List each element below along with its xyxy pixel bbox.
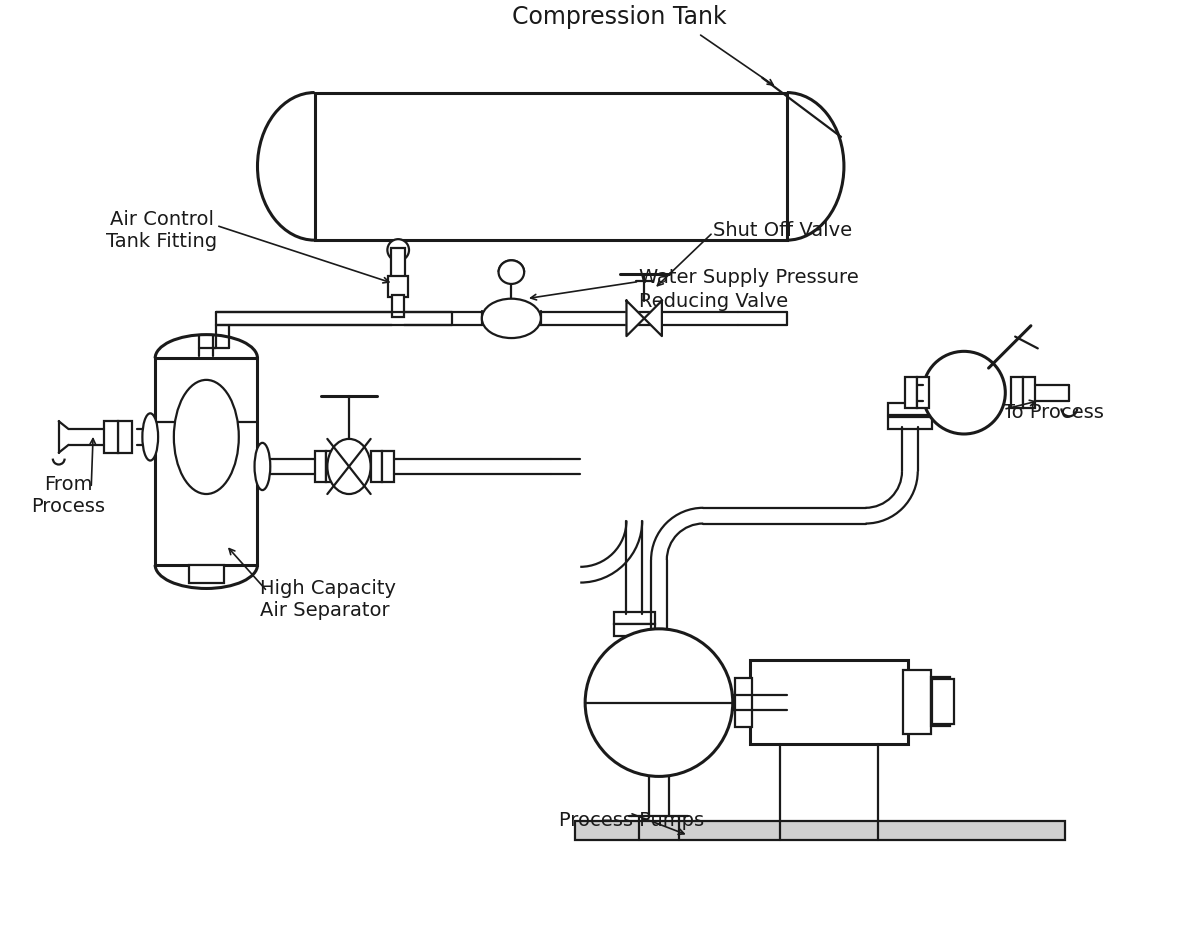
Ellipse shape — [327, 439, 371, 494]
Ellipse shape — [143, 413, 158, 461]
Bar — [155, 358, 258, 565]
Bar — [782, 687, 794, 718]
Polygon shape — [644, 300, 662, 336]
Ellipse shape — [498, 260, 524, 284]
Bar — [614, 624, 655, 636]
Bar — [931, 677, 950, 726]
Text: Water Supply Pressure
Reducing Valve: Water Supply Pressure Reducing Valve — [640, 268, 858, 311]
Bar — [575, 821, 1065, 841]
Bar — [902, 670, 931, 734]
Text: Process Pumps: Process Pumps — [559, 811, 704, 830]
Bar — [1011, 377, 1023, 408]
Bar — [326, 450, 338, 483]
Text: Compression Tank: Compression Tank — [512, 5, 726, 28]
Text: High Capacity
Air Separator: High Capacity Air Separator — [260, 579, 396, 619]
Text: Shut Off Valve: Shut Off Valve — [713, 220, 853, 239]
Bar — [614, 612, 655, 624]
Bar — [735, 678, 753, 727]
Bar — [392, 295, 404, 317]
Bar — [888, 417, 931, 429]
Ellipse shape — [482, 298, 541, 338]
Text: Air Control
Tank Fitting: Air Control Tank Fitting — [107, 210, 218, 251]
Bar — [189, 565, 224, 582]
Bar — [905, 377, 917, 408]
Bar — [103, 421, 118, 453]
Bar — [932, 679, 954, 724]
Bar — [917, 377, 929, 408]
Bar — [888, 404, 931, 415]
Text: To Process: To Process — [1004, 403, 1105, 422]
Bar — [750, 660, 908, 744]
Polygon shape — [627, 300, 644, 336]
Bar — [794, 687, 806, 718]
Circle shape — [388, 239, 409, 261]
Text: From
Process: From Process — [32, 476, 106, 517]
Bar — [371, 450, 383, 483]
Bar — [315, 450, 326, 483]
Bar — [315, 92, 787, 240]
Ellipse shape — [254, 443, 270, 490]
Circle shape — [585, 629, 732, 776]
Bar — [1023, 377, 1034, 408]
Bar — [391, 248, 405, 277]
Ellipse shape — [174, 380, 239, 494]
Bar — [118, 421, 132, 453]
Circle shape — [923, 352, 1006, 434]
Bar — [389, 276, 408, 297]
Bar — [383, 450, 395, 483]
